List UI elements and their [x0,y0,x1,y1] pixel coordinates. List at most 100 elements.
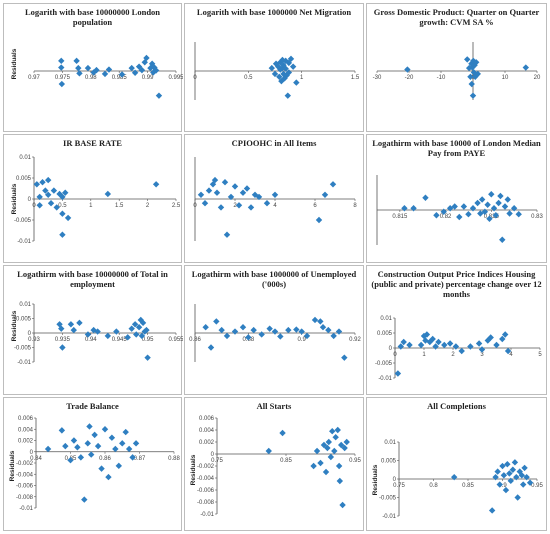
scatter-plot: 0 0.5 1 1.5 2 2.5 0.01 0.005 0 -0.005 -0.01 Residua… [11,155,181,245]
data-point [47,200,55,207]
data-point [45,176,52,184]
y-tick-label: -0.005 [379,496,397,502]
data-point [317,318,324,325]
data-point [268,64,275,72]
data-point [315,216,323,224]
x-tick-label: 10 [502,75,509,81]
y-tick-label: -0.008 [197,500,215,506]
data-point [250,326,257,334]
x-tick-label: 1.5 [115,203,124,209]
scatter-plot: 0.860.880.90.92 [189,304,361,362]
data-point [70,326,77,334]
x-tick-label: 8 [353,203,357,209]
data-point [469,64,476,71]
data-point [502,331,509,338]
data-point [221,179,229,186]
y-tick-label: 0.004 [18,427,34,433]
data-point [152,67,160,74]
x-tick-label: -10 [437,75,446,81]
y-tick-label: 0.005 [377,331,393,337]
data-point [137,316,144,324]
data-point [499,462,506,470]
y-tick-label: -0.006 [16,484,34,490]
data-point [460,203,468,210]
data-point [128,325,135,332]
x-tick-label: 0.825 [484,214,500,220]
data-point [494,468,501,475]
x-tick-label: 0.945 [112,337,128,343]
data-point [64,214,72,222]
data-point [341,354,348,361]
x-tick-label: 0.98 [85,75,97,81]
data-point [115,462,122,470]
x-tick-label: 0.815 [392,214,408,220]
data-point [271,70,279,78]
data-point [91,431,98,439]
data-point [289,63,297,70]
chart-panel-3: Gross Domestic Product: Quarter on Quart… [366,3,547,132]
x-tick-label: 0.86 [99,456,111,462]
data-point [62,189,69,196]
data-point [101,70,109,78]
data-point [235,202,243,209]
data-point [62,442,69,450]
data-point [467,73,474,80]
scatter-plot: 0 2 4 6 8 [193,157,357,241]
x-tick-label: 2 [233,203,237,209]
data-point [217,204,225,211]
scatter-plot: 0.93 0.935 0.94 0.945 0.95 0.955 0.01 0.005 0 -0.… [11,302,183,366]
data-point [465,211,472,218]
data-point [53,204,60,211]
chart-panel-2: Logarith with base 1000000 Net Migration… [184,3,364,132]
x-tick-label: 0.85 [462,483,474,489]
data-point [277,333,284,340]
data-point [311,316,319,324]
data-point [515,211,522,218]
data-point [478,346,486,353]
data-point [101,426,109,433]
y-axis-title: Residuals [190,454,197,485]
data-point [94,328,101,335]
y-tick-label: -0.01 [17,360,31,366]
data-point [147,64,154,72]
x-tick-label: 0.95 [531,483,543,489]
data-point [280,70,287,78]
x-tick-label: 0.5 [58,203,67,209]
chart-title: Gross Domestic Product: Quarter on Quart… [373,7,540,27]
data-point [247,204,255,211]
data-point [338,441,345,449]
data-point [420,332,428,340]
data-point [279,429,286,437]
y-tick-label: -0.006 [197,488,215,494]
data-point [339,501,346,509]
data-point [486,215,493,222]
y-axis-title: Residuals [11,48,18,79]
data-point [276,73,283,80]
x-tick-label: 5 [538,352,542,358]
x-tick-label: 1 [89,203,93,209]
data-point [98,465,105,472]
chart-panel-7: Logathirm with base 10000000 of Total in… [3,265,183,395]
x-tick-label: 6 [313,203,317,209]
data-point [303,332,311,340]
data-point [330,332,337,340]
data-point [464,56,471,63]
data-point [59,231,66,238]
data-point [105,473,112,481]
data-point [341,444,348,452]
x-tick-label: 0.92 [349,337,361,343]
chart-title: CPIOOHC in All Items [231,138,317,148]
y-tick-label: 0.004 [199,428,215,434]
data-point [45,191,52,198]
data-point [504,347,512,355]
data-point [58,64,65,71]
y-tick-label: 0.002 [199,440,215,446]
data-point [472,73,479,80]
data-point [265,447,272,455]
x-tick-label: 0.5 [244,75,253,81]
data-point [456,213,463,221]
data-point [278,77,285,85]
y-tick-label: 0.002 [18,439,34,445]
data-point [458,347,465,355]
data-point [495,199,502,207]
